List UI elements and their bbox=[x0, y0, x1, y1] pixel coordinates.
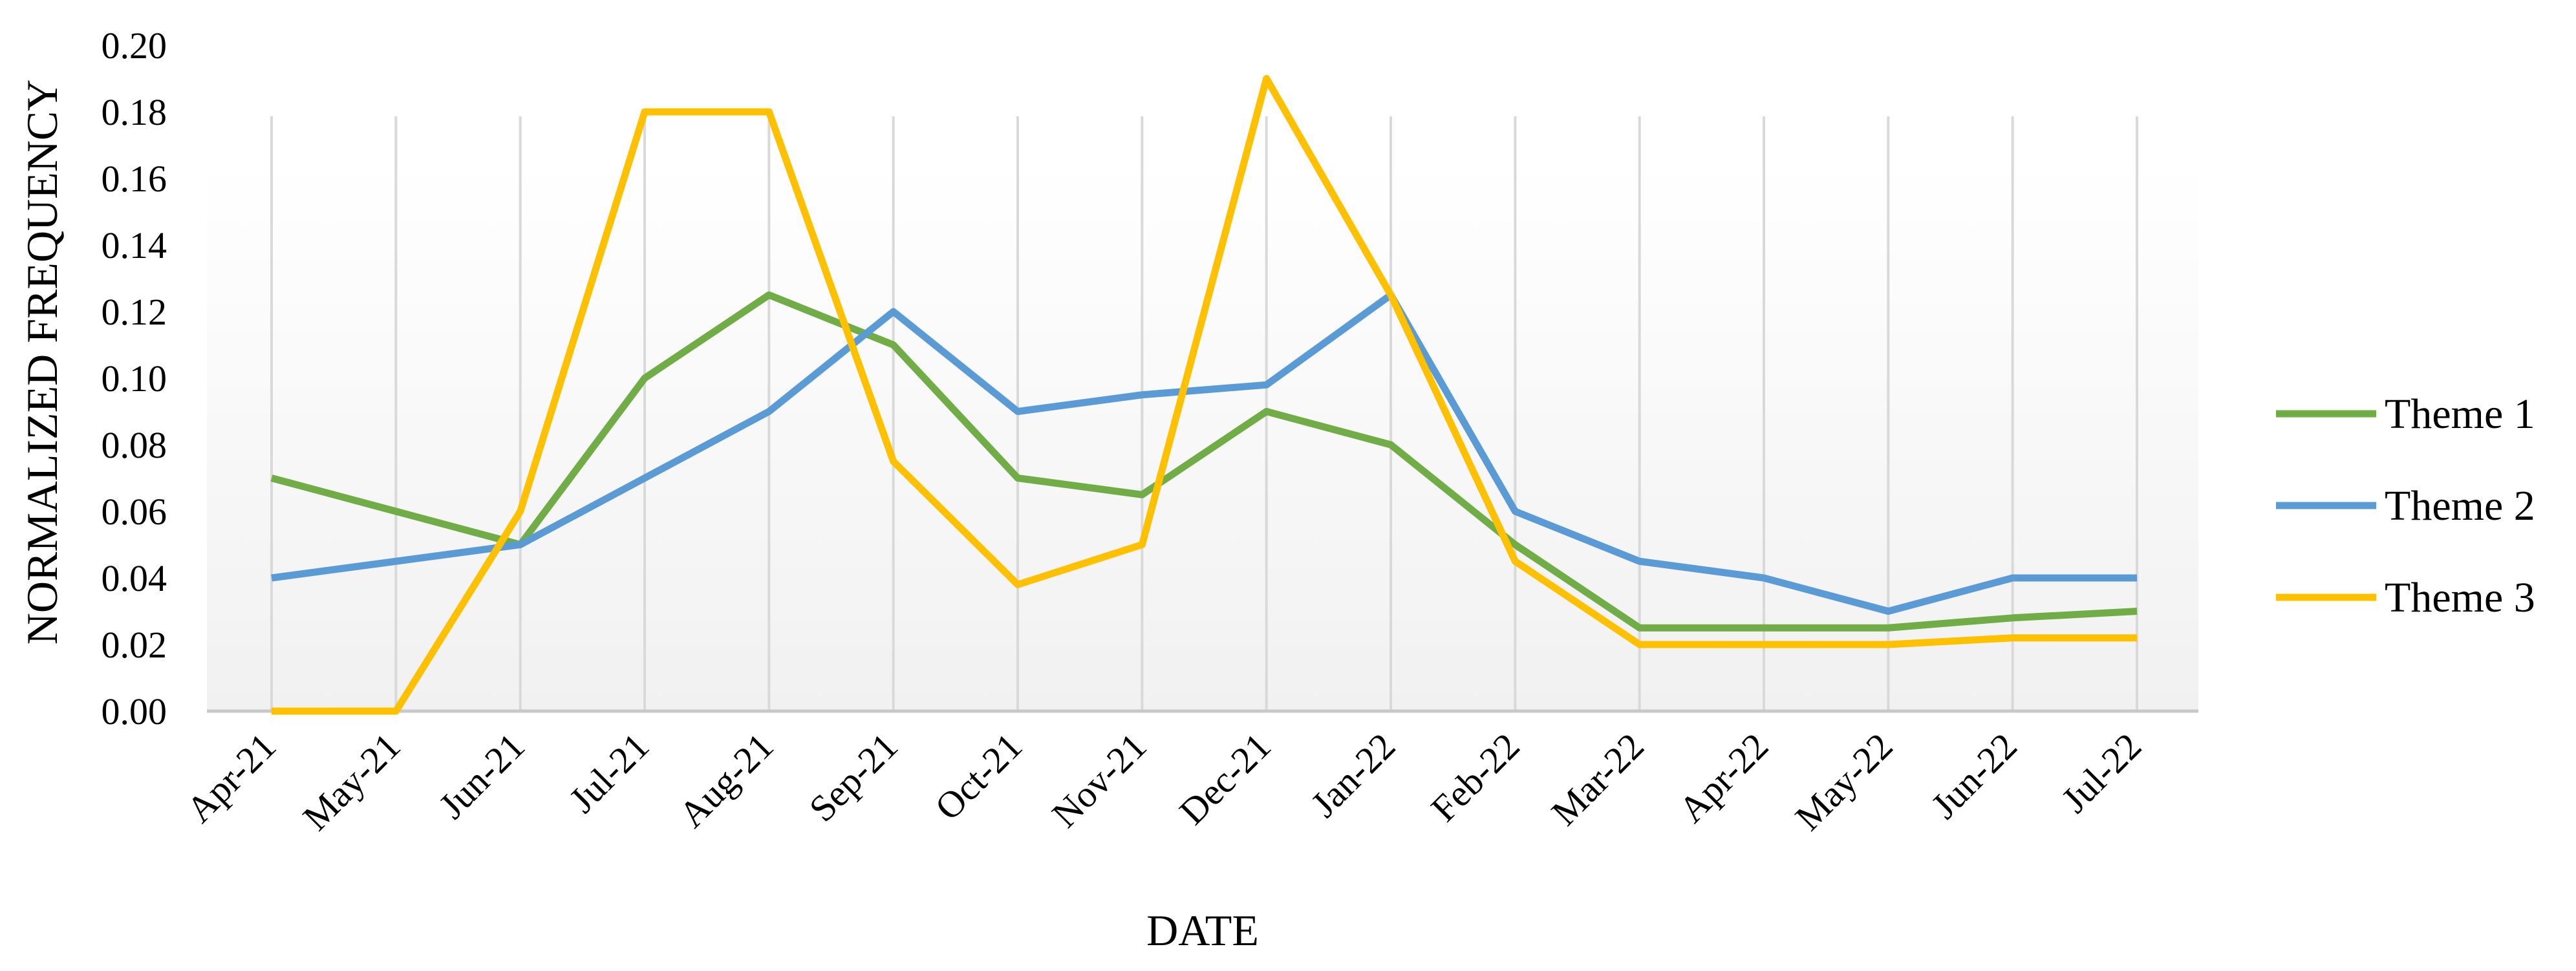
x-tick-label: Jun-22 bbox=[1923, 725, 2025, 827]
x-tick-label: Jul-21 bbox=[561, 725, 657, 820]
x-tick-label: Oct-21 bbox=[927, 725, 1030, 828]
y-tick-label: 0.18 bbox=[102, 91, 167, 133]
y-tick-label: 0.14 bbox=[102, 224, 167, 266]
y-axis-title: NORMALIZED FREQUENCY bbox=[17, 80, 67, 645]
y-tick-label: 0.08 bbox=[102, 424, 167, 466]
y-tick-label: 0.10 bbox=[102, 357, 167, 400]
x-axis-title: DATE bbox=[1146, 906, 1259, 955]
y-tick-label: 0.16 bbox=[102, 158, 167, 200]
x-tick-label: May-22 bbox=[1787, 725, 1901, 838]
x-axis-ticks: Apr-21 May-21 Jun-21 Jul-21 Aug-21 Sep-21 Oct-… bbox=[178, 725, 2150, 838]
x-tick-label: Jan-22 bbox=[1303, 725, 1403, 825]
series-line-theme-2 bbox=[271, 291, 2137, 615]
y-tick-label: 0.04 bbox=[102, 557, 167, 599]
y-tick-label: 0.20 bbox=[102, 25, 167, 67]
y-axis-ticks: 0.00 0.02 0.04 0.06 0.08 0.10 0.12 0.14 0.16 0.18… bbox=[102, 25, 167, 732]
x-tick-label: Apr-21 bbox=[178, 725, 284, 831]
x-tick-label: Feb-22 bbox=[1422, 725, 1527, 829]
vertical-gridlines bbox=[270, 116, 2138, 711]
x-tick-label: Dec-21 bbox=[1171, 725, 1279, 833]
legend-label: Theme 2 bbox=[2385, 482, 2535, 529]
series-line-theme-1 bbox=[270, 291, 2138, 632]
x-tick-label: Mar-22 bbox=[1543, 725, 1652, 833]
x-tick-label: Jul-22 bbox=[2054, 725, 2149, 820]
y-tick-label: 0.00 bbox=[102, 690, 167, 732]
legend-label: Theme 3 bbox=[2385, 574, 2535, 621]
x-tick-label: Sep-21 bbox=[801, 725, 906, 829]
y-tick-label: 0.06 bbox=[102, 491, 167, 533]
x-tick-label: May-21 bbox=[295, 725, 409, 838]
x-tick-label: Apr-22 bbox=[1671, 725, 1777, 831]
series-line-theme-3 bbox=[272, 75, 2137, 715]
x-tick-label: Nov-21 bbox=[1044, 725, 1154, 835]
y-tick-label: 0.02 bbox=[102, 624, 167, 666]
series-lines bbox=[270, 75, 2138, 715]
legend: Theme 1 Theme 2 Theme 3 bbox=[2276, 390, 2535, 621]
x-tick-label: Aug-21 bbox=[671, 725, 781, 835]
y-tick-label: 0.12 bbox=[102, 291, 167, 333]
x-tick-label: Jun-21 bbox=[431, 725, 533, 827]
legend-label: Theme 1 bbox=[2385, 390, 2535, 438]
plot-area-background bbox=[207, 162, 2198, 711]
